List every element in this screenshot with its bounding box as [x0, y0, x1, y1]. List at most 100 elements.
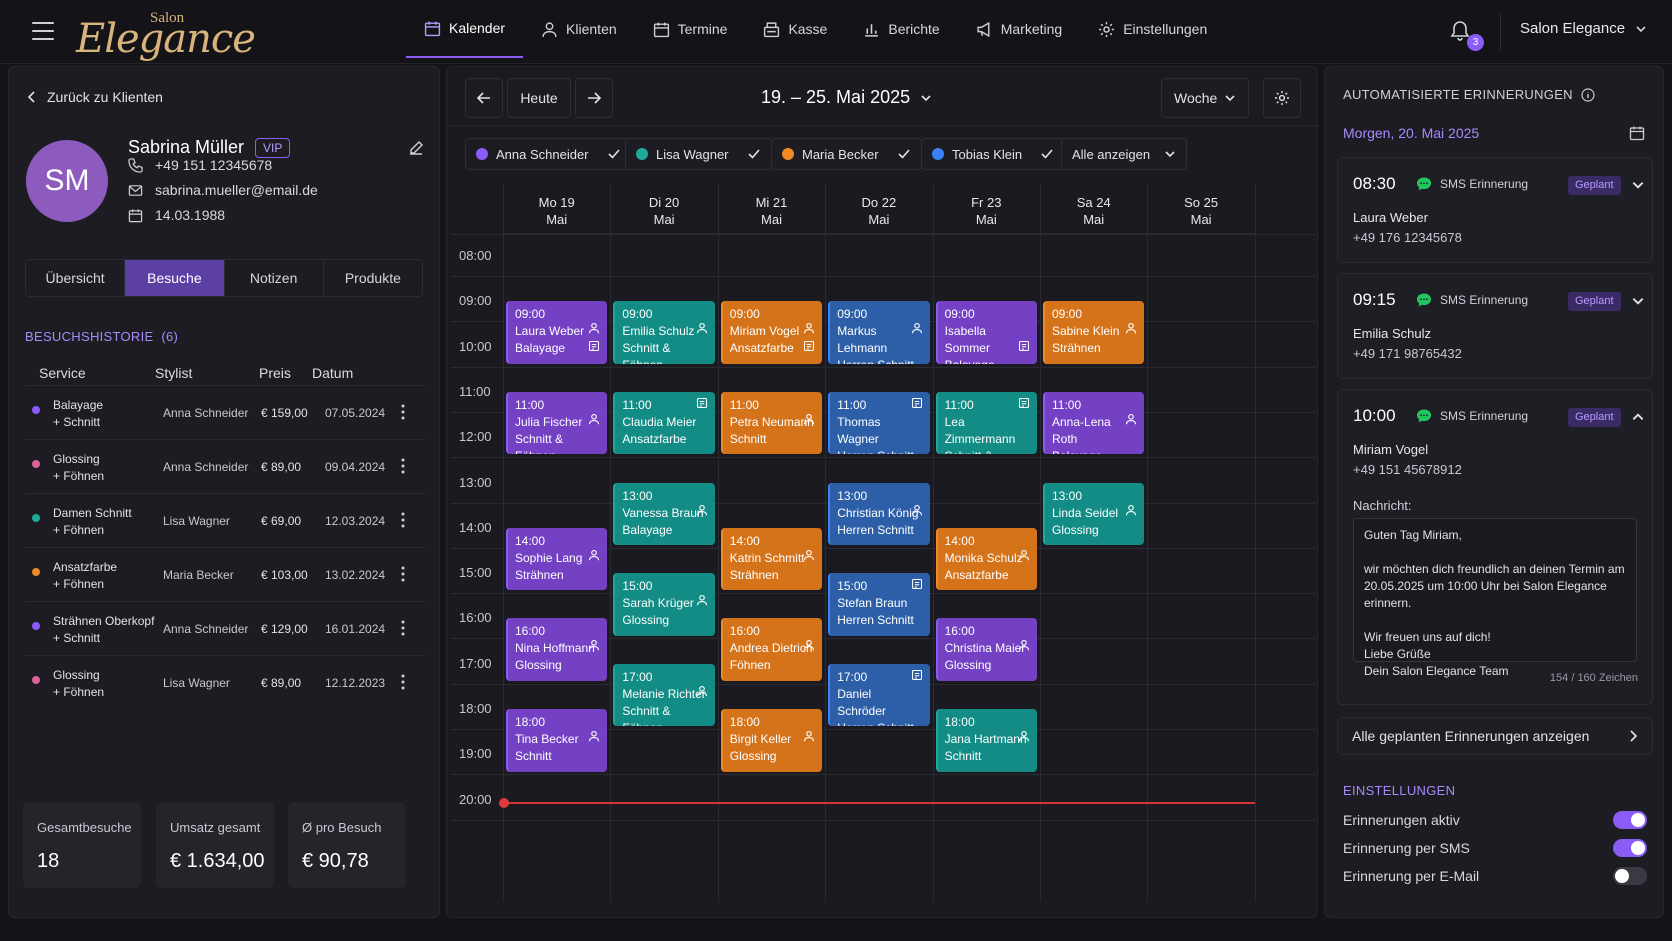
tab-produkte[interactable]: Produkte — [344, 270, 401, 286]
note-icon — [911, 578, 923, 590]
staff-filter-chip[interactable]: Anna Schneider — [465, 138, 632, 170]
toggle-switch[interactable] — [1613, 867, 1647, 885]
appointment-block[interactable]: 11:00 Anna-Lena Roth Balayage — [1043, 391, 1145, 455]
appointment-block[interactable]: 11:00 Petra Neumann Schnitt — [720, 391, 823, 455]
nav-label: Klienten — [566, 21, 617, 37]
tab-übersicht[interactable]: Übersicht — [26, 260, 126, 296]
day-header[interactable]: Sa 24 Mai — [1040, 184, 1148, 234]
checkbox-icon[interactable] — [897, 147, 911, 161]
appointment-block[interactable]: 14:00 Katrin Schmitt Strähnen — [720, 527, 823, 591]
nav-termine[interactable]: Termine — [635, 0, 746, 58]
date-range-selector[interactable]: 19. – 25. Mai 2025 — [761, 87, 932, 108]
toggle-switch[interactable] — [1613, 811, 1647, 829]
day-header[interactable]: Mi 21 Mai — [717, 184, 826, 234]
appointment-block[interactable]: 16:00 Andrea Dietrich Föhnen — [720, 618, 823, 681]
more-options-icon[interactable] — [397, 510, 409, 530]
nav-kalender[interactable]: Kalender — [406, 0, 524, 58]
table-row[interactable]: Damen Schnitt + Föhnen Lisa Wagner € 69,00 1… — [25, 493, 425, 548]
more-options-icon[interactable] — [397, 672, 409, 692]
appointment-block[interactable]: 09:00 Isabella SommerBalayage — [935, 301, 1037, 364]
nav-klienten[interactable]: Klienten — [523, 0, 635, 58]
show-all-reminders-button[interactable]: Alle geplanten Erinnerungen anzeigen — [1337, 717, 1653, 755]
chevron-down-icon[interactable] — [1631, 294, 1645, 308]
tab-besuche[interactable]: Besuche — [125, 260, 225, 296]
more-options-icon[interactable] — [397, 402, 409, 422]
staff-filter-chip[interactable]: Lisa Wagner — [625, 138, 772, 170]
day-header[interactable]: Di 20 Mai — [610, 184, 718, 234]
staff-filter-chip[interactable]: Tobias Klein — [921, 138, 1066, 170]
today-button[interactable]: Heute — [507, 78, 571, 118]
appointment-block[interactable]: 11:00 Claudia Meier Ansatzfarbe — [613, 391, 715, 455]
calendar-icon[interactable] — [1629, 125, 1645, 141]
chevron-up-icon[interactable] — [1631, 410, 1645, 424]
appointment-block[interactable]: 13:00 Vanessa Braun Balayage — [613, 482, 715, 545]
appointment-block[interactable]: 16:00 Christina Maier Glossing — [935, 618, 1037, 681]
appointment-time: 18:00 — [515, 715, 546, 729]
more-options-icon[interactable] — [397, 564, 409, 584]
client-icon — [1125, 413, 1137, 425]
day-header[interactable]: Fr 23 Mai — [932, 184, 1040, 234]
checkbox-icon[interactable] — [607, 147, 621, 161]
day-header[interactable]: Mo 19 Mai — [503, 184, 611, 234]
appointment-block[interactable]: 11:00 Julia Fischer Schnitt & Föhnen — [506, 391, 608, 455]
appointment-block[interactable]: 13:00 Christian König Herren Schnitt — [828, 482, 930, 545]
table-row[interactable]: Ansatzfarbe + Föhnen Maria Becker € 103,00 1… — [25, 547, 425, 602]
calendar-settings-button[interactable] — [1263, 78, 1301, 118]
appointment-client: Katrin Schmitt — [729, 550, 805, 565]
appointment-block[interactable]: 09:00 Laura Weber Balayage — [506, 301, 608, 364]
appointment-block[interactable]: 14:00 Monika Schulz Ansatzfarbe — [935, 527, 1037, 591]
message-textarea[interactable]: Guten Tag Miriam, wir möchten dich freun… — [1353, 518, 1637, 678]
reminder-card[interactable]: 10:00 SMS Erinnerung Geplant Miriam Vogel +4… — [1337, 389, 1653, 705]
day-header[interactable]: Do 22 Mai — [825, 184, 933, 234]
table-row[interactable]: Glossing + Föhnen Lisa Wagner € 89,00 12.12.… — [25, 655, 425, 710]
appointment-block[interactable]: 09:00 Emilia Schulz Schnitt & Föhnen — [613, 301, 715, 364]
info-icon[interactable] — [1581, 87, 1595, 102]
edit-icon[interactable] — [407, 139, 425, 157]
prev-week-button[interactable] — [465, 78, 503, 118]
table-row[interactable]: Glossing + Föhnen Anna Schneider € 89,00 09.… — [25, 439, 425, 494]
view-select[interactable]: Woche — [1161, 78, 1249, 118]
day-header[interactable]: So 25 Mai — [1147, 184, 1255, 234]
next-week-button[interactable] — [575, 78, 613, 118]
nav-einstellungen[interactable]: Einstellungen — [1080, 0, 1225, 58]
toggle-switch[interactable] — [1613, 839, 1647, 857]
table-row[interactable]: Strähnen Oberkopf + Schnitt Anna Schneider… — [25, 601, 425, 656]
menu-icon[interactable] — [32, 22, 54, 40]
stat-card: Gesamtbesuche 18 — [23, 802, 141, 888]
show-all-staff-dropdown[interactable]: Alle anzeigen — [1061, 138, 1188, 170]
appointment-block[interactable]: 11:00 Lea Zimmermann Schnitt & Föhnen — [935, 391, 1037, 455]
reminder-card[interactable]: 08:30 SMS Erinnerung Geplant Laura Weber +49… — [1337, 157, 1653, 263]
appointment-block[interactable]: 18:00 Birgit Keller Glossing — [720, 709, 823, 772]
nav-marketing[interactable]: Marketing — [958, 0, 1080, 58]
appointment-block[interactable]: 15:00 Sarah Krüger Glossing — [613, 573, 715, 636]
appointment-block[interactable]: 11:00 Thomas Wagner Herren Schnitt — [828, 391, 930, 455]
logo[interactable]: Salon Elegance — [76, 6, 256, 62]
checkbox-icon[interactable] — [1040, 147, 1054, 161]
tab-notizen[interactable]: Notizen — [225, 260, 324, 296]
client-icon — [588, 639, 600, 651]
staff-filter-chip[interactable]: Maria Becker — [771, 138, 922, 170]
appointment-block[interactable]: 13:00 Linda Seidel Glossing — [1043, 482, 1145, 545]
appointment-block[interactable]: 15:00 Stefan Braun Herren Schnitt — [828, 573, 930, 636]
nav-kasse[interactable]: Kasse — [745, 0, 845, 58]
chevron-down-icon[interactable] — [1631, 178, 1645, 192]
appointment-block[interactable]: 18:00 Tina Becker Schnitt — [506, 709, 608, 772]
checkbox-icon[interactable] — [747, 147, 761, 161]
more-options-icon[interactable] — [397, 618, 409, 638]
back-to-clients-link[interactable]: Zurück zu Klienten — [27, 89, 163, 105]
account-dropdown[interactable]: Salon Elegance — [1520, 20, 1647, 37]
appointment-block[interactable]: 14:00 Sophie Lang Strähnen — [506, 527, 608, 591]
appointment-block[interactable]: 18:00 Jana Hartmann Schnitt — [935, 709, 1037, 772]
appointment-block[interactable]: 17:00 Daniel Schröder Herren Schnitt — [828, 663, 930, 727]
table-row[interactable]: Balayage + Schnitt Anna Schneider € 159,00 0… — [25, 385, 425, 440]
appointment-block[interactable]: 16:00 Nina Hoffmann Glossing — [506, 618, 608, 681]
appointment-block[interactable]: 09:00 Sabine Klein Strähnen — [1043, 301, 1145, 364]
bell-icon[interactable] — [1450, 20, 1470, 42]
char-count: 154 / 160 Zeichen — [1549, 672, 1638, 684]
appointment-block[interactable]: 17:00 Melanie Richter Schnitt & Föhnen — [613, 663, 715, 727]
more-options-icon[interactable] — [397, 456, 409, 476]
appointment-block[interactable]: 09:00 Miriam Vogel Ansatzfarbe — [720, 301, 823, 364]
appointment-block[interactable]: 09:00 Markus LehmannHerren Schnitt — [828, 301, 930, 364]
nav-berichte[interactable]: Berichte — [845, 0, 957, 58]
reminder-card[interactable]: 09:15 SMS Erinnerung Geplant Emilia Schulz +… — [1337, 273, 1653, 379]
